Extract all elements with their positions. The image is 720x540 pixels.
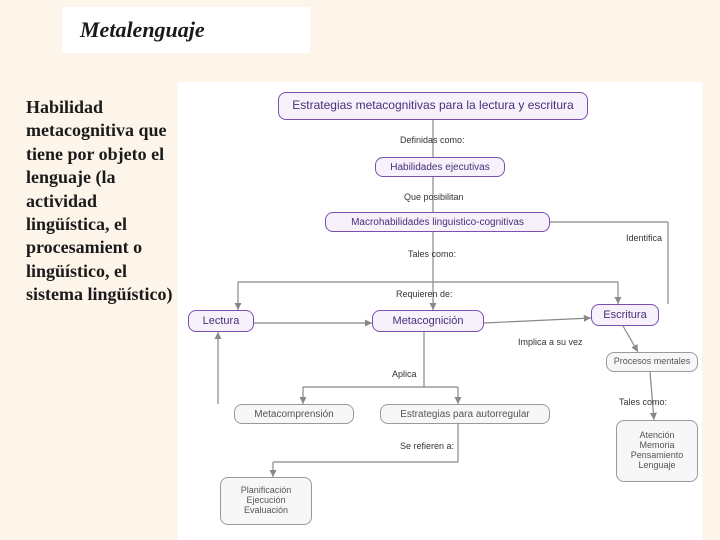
definition-text: Habilidad metacognitiva que tiene por ob… [26, 96, 176, 307]
node-n7: Metacomprensión [234, 404, 354, 424]
edge-label-2: Tales como: [408, 250, 456, 260]
node-n11: Planificación Ejecución Evaluación [220, 477, 312, 525]
page-title: Metalenguaje [80, 17, 205, 43]
edge-label-4: Implica a su vez [518, 338, 583, 348]
edge-label-1: Que posibilitan [404, 193, 464, 203]
node-n3: Macrohabilidades linguistico-cognitivas [325, 212, 550, 232]
node-n1: Estrategias metacognitivas para la lectu… [278, 92, 588, 120]
edge-label-8: Se refieren a: [400, 442, 454, 452]
node-n8: Estrategias para autorregular [380, 404, 550, 424]
edge-label-7: Tales como: [619, 398, 667, 408]
title-box: Metalenguaje [62, 7, 310, 53]
node-n5: Metacognición [372, 310, 484, 332]
node-n4: Lectura [188, 310, 254, 332]
node-n9: Procesos mentales [606, 352, 698, 372]
concept-diagram: Estrategias metacognitivas para la lectu… [178, 82, 702, 540]
edge-label-0: Definidas como: [400, 136, 465, 146]
edge-label-3: Requieren de: [396, 290, 453, 300]
node-n6: Escritura [591, 304, 659, 326]
edge-label-6: Aplica [392, 370, 417, 380]
edge-label-5: Identifica [626, 234, 662, 244]
node-n10: Atención Memoria Pensamiento Lenguaje [616, 420, 698, 482]
node-n2: Habilidades ejecutivas [375, 157, 505, 177]
